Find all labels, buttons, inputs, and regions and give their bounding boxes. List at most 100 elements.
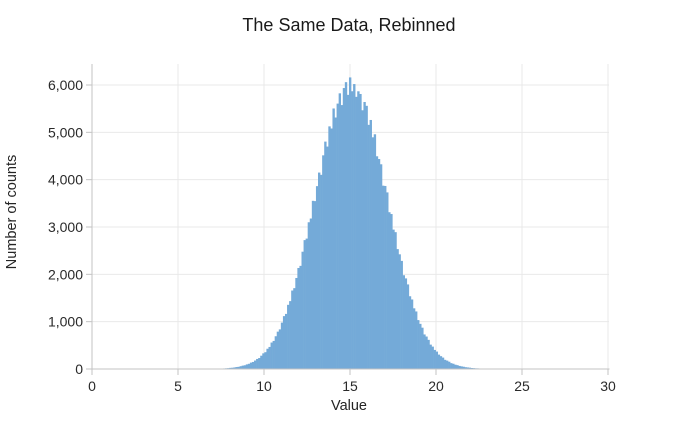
- histogram-bar: [258, 358, 261, 369]
- histogram-bar: [270, 342, 273, 369]
- histogram-bar: [373, 134, 377, 369]
- histogram-bar: [351, 91, 354, 370]
- y-axis-title: Number of counts: [4, 155, 20, 269]
- chart-title: The Same Data, Rebinned: [242, 15, 455, 35]
- histogram-bar: [276, 331, 280, 369]
- histogram-bar: [359, 93, 362, 369]
- y-tick-label: 6,000: [48, 77, 83, 93]
- histogram-bar: [423, 334, 426, 369]
- histogram-bar: [398, 254, 401, 369]
- histogram-bar: [410, 299, 414, 369]
- histogram-bar: [233, 367, 236, 369]
- histogram-bar: [324, 141, 327, 369]
- histogram-bar: [466, 367, 469, 369]
- histogram-bar: [441, 357, 445, 369]
- histogram-bar: [355, 96, 358, 369]
- histogram-bar: [307, 222, 311, 369]
- histogram-bar: [433, 349, 436, 369]
- histogram-bar: [388, 212, 391, 369]
- histogram-bar: [260, 355, 263, 369]
- histogram-bar: [365, 105, 368, 370]
- histogram-bar: [266, 348, 269, 369]
- histogram-bar: [437, 354, 441, 369]
- histogram-bar: [425, 336, 428, 369]
- histogram-bar: [460, 366, 463, 369]
- histogram-bar: [330, 128, 333, 369]
- histogram-bar: [431, 346, 434, 369]
- histogram-bar: [247, 363, 251, 369]
- histogram-bar: [429, 344, 432, 369]
- histogram-bar: [448, 361, 451, 369]
- histogram-bar: [427, 339, 430, 369]
- histogram-bar: [245, 364, 249, 369]
- histogram-bar: [412, 308, 416, 369]
- histogram-bar: [284, 313, 288, 369]
- histogram-bar: [293, 288, 296, 369]
- histogram-bar: [254, 360, 257, 369]
- y-tick-label: 1,000: [48, 314, 83, 330]
- histogram-bars: [221, 77, 480, 370]
- histogram-bar: [328, 126, 331, 370]
- histogram-bar: [371, 137, 375, 369]
- histogram-bar: [392, 229, 395, 369]
- histogram-bar: [375, 156, 379, 369]
- axes: [86, 64, 610, 375]
- histogram-bar: [400, 260, 403, 369]
- histogram-bar: [384, 185, 387, 369]
- histogram-bar: [468, 367, 472, 369]
- histogram-bar: [280, 322, 284, 369]
- histogram-bar: [322, 155, 325, 369]
- histogram-bar: [377, 159, 381, 369]
- y-tick-label: 0: [75, 361, 83, 377]
- histogram-bar: [243, 365, 247, 369]
- histogram-bar: [268, 346, 271, 369]
- histogram-bar: [419, 323, 422, 369]
- histogram-bar: [237, 366, 240, 369]
- histogram-bar: [235, 367, 238, 369]
- histogram-bar: [408, 296, 412, 369]
- histogram-bar: [229, 367, 232, 369]
- histogram-bar: [311, 200, 315, 369]
- histogram-bar: [452, 363, 455, 369]
- histogram-bar: [272, 340, 275, 369]
- histogram-bar: [417, 320, 420, 369]
- tick-labels: 0 1,000 2,000 3,000 4,000 5,000 6,000 0 5 10 15 20 2…: [48, 77, 616, 394]
- histogram-bar: [303, 240, 306, 369]
- histogram-bar: [396, 249, 399, 369]
- histogram-bar: [342, 88, 346, 370]
- histogram-bar: [318, 172, 321, 369]
- x-axis-title: Value: [331, 398, 367, 414]
- histogram-bar: [404, 278, 408, 369]
- histogram-bar: [445, 360, 449, 369]
- histogram-bar: [305, 238, 308, 369]
- histogram-bar: [239, 366, 242, 369]
- histogram-bar: [450, 363, 453, 369]
- histogram-bar: [340, 105, 344, 369]
- histogram-bar: [297, 267, 300, 369]
- y-tick-label: 3,000: [48, 219, 83, 235]
- x-tick-label: 10: [256, 378, 272, 394]
- x-tick-label: 30: [600, 378, 616, 394]
- histogram-bar: [338, 93, 342, 370]
- histogram-bar: [357, 91, 360, 369]
- histogram-bar: [231, 367, 234, 369]
- histogram-bar: [456, 365, 459, 369]
- histogram-bar: [299, 265, 302, 369]
- y-tick-label: 2,000: [48, 266, 83, 282]
- histogram-bar: [315, 186, 319, 369]
- histogram-bar: [241, 365, 245, 369]
- histogram-bar: [278, 329, 282, 369]
- histogram-bar: [287, 304, 290, 369]
- histogram-bar: [454, 364, 457, 369]
- histogram-bar: [379, 164, 383, 369]
- histogram-bar: [295, 277, 298, 369]
- histogram-bar: [439, 356, 443, 369]
- x-tick-label: 25: [514, 378, 530, 394]
- histogram-bar: [336, 103, 339, 370]
- histogram-bar: [348, 77, 352, 369]
- histogram-bar: [313, 201, 317, 369]
- histogram-bar: [326, 146, 329, 369]
- histogram-bar: [464, 367, 467, 369]
